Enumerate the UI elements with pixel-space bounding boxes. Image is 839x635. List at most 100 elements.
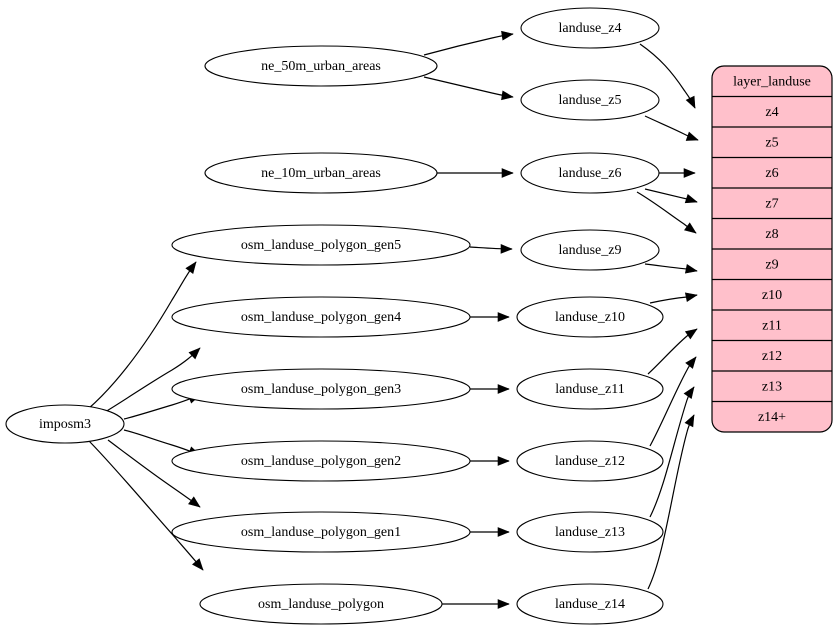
layer-node-ellipse	[516, 296, 664, 338]
edge-imposm3-to-osm_landuse_polygon	[87, 439, 204, 571]
edge-landuse_z13-to-z13	[649, 386, 695, 518]
node-label: osm_landuse_polygon_gen4	[241, 310, 401, 325]
record-row-z12[interactable]: z12	[762, 349, 782, 364]
source-node-ellipse	[5, 404, 125, 444]
node-label: landuse_z6	[559, 166, 622, 181]
node-landuse_z10[interactable]: landuse_z10	[516, 296, 664, 338]
layer-node-ellipse	[520, 7, 660, 49]
source-node-ellipse	[204, 45, 438, 87]
node-imposm3[interactable]: imposm3	[5, 404, 125, 444]
node-landuse_z9[interactable]: landuse_z9	[520, 229, 660, 271]
layer-node-ellipse	[516, 511, 664, 553]
edge-line	[649, 356, 697, 447]
node-label: osm_landuse_polygon	[258, 597, 384, 612]
node-label: landuse_z5	[559, 93, 622, 108]
record-row-z6[interactable]: z6	[765, 166, 778, 181]
node-label: landuse_z11	[555, 382, 624, 397]
edge-line	[423, 76, 514, 98]
edge-arrowhead	[684, 222, 697, 234]
record-row-z8[interactable]: z8	[765, 227, 778, 242]
node-label: ne_10m_urban_areas	[261, 166, 381, 181]
node-osm_landuse_polygon_gen3[interactable]: osm_landuse_polygon_gen3	[171, 368, 471, 410]
layer-node-ellipse	[520, 229, 660, 271]
layer-node-ellipse	[516, 440, 664, 482]
edge-arrowhead	[185, 261, 197, 274]
edge-arrowhead	[501, 30, 514, 41]
edge-arrowhead	[188, 496, 201, 508]
edge-imposm3-to-osm_landuse_polygon_gen4	[104, 347, 201, 413]
node-ne_50m_urban_areas[interactable]: ne_50m_urban_areas	[204, 45, 438, 87]
edge-arrowhead	[497, 456, 510, 466]
edge-arrowhead	[685, 356, 697, 369]
node-ne_10m_urban_areas[interactable]: ne_10m_urban_areas	[204, 152, 438, 194]
record-node-layer_landuse[interactable]: layer_landuse z4 z5 z6 z7 z8 z9 z10 z11 z12 z13 z14…	[711, 65, 833, 433]
node-landuse_z13[interactable]: landuse_z13	[516, 511, 664, 553]
record-row-z4[interactable]: z4	[765, 105, 778, 120]
edge-arrowhead	[500, 244, 513, 254]
layer-node-ellipse	[520, 79, 660, 121]
node-label: osm_landuse_polygon_gen3	[241, 382, 401, 397]
edge-arrowhead	[684, 264, 698, 274]
source-node-ellipse	[199, 583, 443, 625]
edge-arrowhead	[683, 168, 696, 178]
edge-arrowhead	[501, 90, 514, 101]
node-landuse_z14[interactable]: landuse_z14	[516, 583, 664, 625]
node-osm_landuse_polygon_gen4[interactable]: osm_landuse_polygon_gen4	[171, 296, 471, 338]
edge-landuse_z14-to-z14+	[647, 414, 695, 590]
node-osm_landuse_polygon_gen1[interactable]: osm_landuse_polygon_gen1	[171, 511, 471, 553]
edge-landuse_z12-to-z12	[649, 356, 697, 447]
record-row-z7[interactable]: z7	[765, 196, 778, 211]
node-landuse_z6[interactable]: landuse_z6	[520, 152, 660, 194]
node-osm_landuse_polygon[interactable]: osm_landuse_polygon	[199, 583, 443, 625]
node-landuse_z11[interactable]: landuse_z11	[516, 368, 664, 410]
node-label: osm_landuse_polygon_gen2	[241, 454, 401, 469]
node-label: imposm3	[39, 417, 91, 432]
source-node-ellipse	[171, 440, 471, 482]
edge-arrowhead	[684, 193, 698, 204]
node-landuse_z12[interactable]: landuse_z12	[516, 440, 664, 482]
edge-osm_landuse_polygon_gen5-to-landuse_z9	[469, 244, 513, 254]
node-landuse_z5[interactable]: landuse_z5	[520, 79, 660, 121]
edge-arrowhead	[684, 328, 698, 340]
node-osm_landuse_polygon_gen2[interactable]: osm_landuse_polygon_gen2	[171, 440, 471, 482]
edge-ne_50m_urban_areas-to-landuse_z5	[423, 76, 514, 101]
edge-osm_landuse_polygon-to-landuse_z14	[442, 599, 510, 609]
node-label: landuse_z4	[559, 21, 622, 36]
edge-landuse_z11-to-z11	[647, 328, 698, 375]
record-row-z10[interactable]: z10	[762, 288, 782, 303]
node-label: landuse_z10	[555, 310, 625, 325]
record-row-z9[interactable]: z9	[765, 257, 778, 272]
node-osm_landuse_polygon_gen5[interactable]: osm_landuse_polygon_gen5	[171, 224, 471, 266]
edge-osm_landuse_polygon_gen2-to-landuse_z12	[470, 456, 510, 466]
edge-arrowhead	[188, 347, 201, 360]
edge-arrowhead	[192, 558, 204, 571]
edge-osm_landuse_polygon_gen4-to-landuse_z10	[470, 312, 510, 322]
source-node-ellipse	[171, 368, 471, 410]
edge-arrowhead	[683, 386, 695, 400]
record-row-z11[interactable]: z11	[762, 318, 782, 333]
edge-arrowhead	[497, 527, 510, 537]
edge-osm_landuse_polygon_gen1-to-landuse_z13	[470, 527, 510, 537]
source-node-ellipse	[204, 152, 438, 194]
edge-arrowhead	[497, 384, 510, 394]
record-row-z5[interactable]: z5	[765, 135, 778, 150]
node-label: landuse_z12	[555, 454, 625, 469]
node-label: landuse_z13	[555, 525, 625, 540]
record-row-z13[interactable]: z13	[762, 379, 782, 394]
node-label: landuse_z9	[559, 243, 622, 258]
edge-landuse_z6-to-z7	[644, 188, 698, 204]
record-header-label: layer_landuse	[733, 74, 811, 89]
edge-arrowhead	[685, 95, 696, 109]
edge-arrowhead	[497, 599, 510, 609]
nodes-layer: imposm3 ne_50m_urban_areas ne_10m_urban_ar…	[5, 7, 664, 625]
record-row-z14+[interactable]: z14+	[758, 410, 786, 425]
edge-landuse_z10-to-z10	[649, 292, 698, 304]
edge-line	[647, 414, 695, 590]
edge-landuse_z4-to-z4	[639, 43, 696, 109]
edge-arrowhead	[685, 131, 699, 141]
edge-landuse_z5-to-z5	[644, 115, 699, 141]
node-landuse_z4[interactable]: landuse_z4	[520, 7, 660, 49]
node-label: osm_landuse_polygon_gen5	[241, 238, 401, 253]
